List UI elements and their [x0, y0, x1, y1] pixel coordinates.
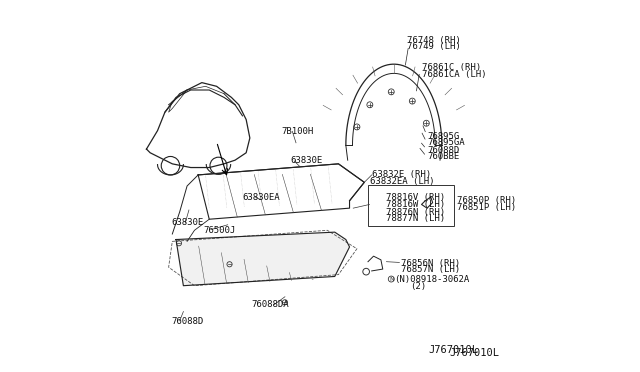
Text: 760BBE: 760BBE — [427, 152, 460, 161]
Text: 76500J: 76500J — [204, 226, 236, 235]
Text: (2): (2) — [410, 282, 427, 291]
Text: 63830EA: 63830EA — [243, 193, 280, 202]
Text: 76895G: 76895G — [427, 132, 460, 141]
Text: 63830E: 63830E — [172, 218, 204, 227]
Text: 76856N (RH): 76856N (RH) — [401, 259, 460, 268]
Text: 76861CA (LH): 76861CA (LH) — [422, 70, 486, 78]
Text: 76749 (LH): 76749 (LH) — [407, 42, 461, 51]
Text: 76748 (RH): 76748 (RH) — [407, 36, 461, 45]
Text: 7B100H: 7B100H — [281, 127, 314, 136]
Text: 63830E: 63830E — [291, 156, 323, 166]
Text: 76857N (LH): 76857N (LH) — [401, 265, 460, 274]
Text: N: N — [389, 276, 394, 282]
Text: 78876N (RH): 78876N (RH) — [387, 208, 445, 217]
Text: J767010L: J767010L — [449, 348, 499, 358]
Text: 76895GA: 76895GA — [427, 138, 465, 147]
Text: 63832E (RH): 63832E (RH) — [372, 170, 431, 179]
Text: 78877N (LH): 78877N (LH) — [387, 214, 445, 223]
Text: 76088D: 76088D — [172, 317, 204, 326]
Polygon shape — [176, 232, 349, 286]
Text: 78816V (RH): 78816V (RH) — [387, 193, 445, 202]
Text: 63832EA (LH): 63832EA (LH) — [370, 177, 435, 186]
Text: 76851P (LH): 76851P (LH) — [456, 202, 516, 212]
Text: 78816W (LH): 78816W (LH) — [387, 200, 445, 209]
Text: 76088DA: 76088DA — [252, 300, 289, 310]
Text: (N)08918-3062A: (N)08918-3062A — [394, 275, 469, 283]
Text: 76850P (RH): 76850P (RH) — [456, 196, 516, 205]
Text: 76861C (RH): 76861C (RH) — [422, 63, 481, 72]
Text: J767010L: J767010L — [429, 345, 479, 355]
Text: 76088D: 76088D — [427, 146, 460, 155]
